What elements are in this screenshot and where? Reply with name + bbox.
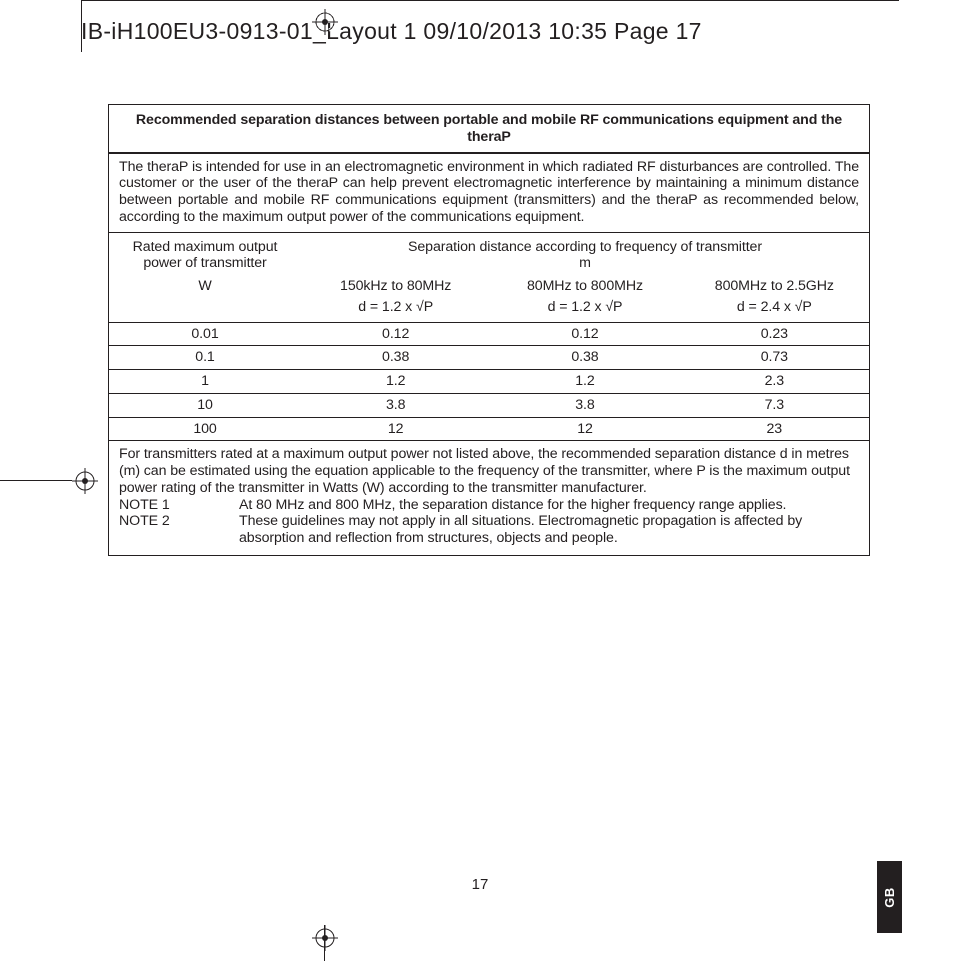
formula-row: d = 1.2 x √P d = 1.2 x √P d = 2.4 x √P [109,299,869,322]
col-header-power: Rated maximum output power of transmitte… [109,233,301,276]
col-header-separation: Separation distance according to frequen… [301,233,869,276]
cell-c3: 0.23 [680,323,869,346]
formula-c3: d = 2.4 x √P [680,299,869,322]
table-row: 1 1.2 1.2 2.3 [109,369,869,393]
cell-c2: 0.12 [490,323,679,346]
cell-w: 10 [109,394,301,417]
freq-c3: 800MHz to 2.5GHz [680,275,869,299]
table-row: 10 3.8 3.8 7.3 [109,393,869,417]
table-intro: The theraP is intended for use in an ele… [109,153,869,232]
formula-c1: d = 1.2 x √P [301,299,490,322]
footer-paragraph: For transmitters rated at a maximum outp… [119,446,859,496]
freq-c1: 150kHz to 80MHz [301,275,490,299]
cell-c1: 3.8 [301,394,490,417]
crop-line-left-ext [0,480,72,481]
unit-w: W [109,275,301,299]
table-row: 0.01 0.12 0.12 0.23 [109,322,869,346]
cell-c1: 12 [301,418,490,441]
table-footer: For transmitters rated at a maximum outp… [109,440,869,555]
freq-c2: 80MHz to 800MHz [490,275,679,299]
table-title: Recommended separation distances between… [109,105,869,153]
cell-c2: 1.2 [490,370,679,393]
cell-c1: 1.2 [301,370,490,393]
cell-w: 0.01 [109,323,301,346]
cell-c2: 0.38 [490,346,679,369]
cell-c2: 12 [490,418,679,441]
registration-mark-top [312,9,338,35]
merge-header-line2: m [579,255,591,271]
cell-w: 100 [109,418,301,441]
merge-header-line1: Separation distance according to frequen… [408,239,762,255]
registration-mark-left [72,468,98,494]
note2-label: NOTE 2 [119,513,239,547]
cell-c2: 3.8 [490,394,679,417]
cell-w: 0.1 [109,346,301,369]
print-slug: IB-iH100EU3-0913-01_Layout 1 09/10/2013 … [81,18,702,45]
table-header-row: Rated maximum output power of transmitte… [109,232,869,276]
cell-c1: 0.12 [301,323,490,346]
table-row: 0.1 0.38 0.38 0.73 [109,345,869,369]
cell-w: 1 [109,370,301,393]
cell-c3: 7.3 [680,394,869,417]
page-number: 17 [0,876,960,893]
cell-c3: 0.73 [680,346,869,369]
note1-label: NOTE 1 [119,497,239,514]
note1-text: At 80 MHz and 800 MHz, the separation di… [239,497,859,514]
note2-text: These guidelines may not apply in all si… [239,513,859,547]
language-tab: GB [877,861,902,933]
language-tab-label: GB [882,887,897,908]
crop-line-bottom-v [324,925,325,961]
cell-c3: 2.3 [680,370,869,393]
registration-mark-bottom [312,925,338,951]
col-header-line1: Rated maximum output [133,239,278,255]
crop-line-top [81,0,899,1]
cell-c3: 23 [680,418,869,441]
table-row: 100 12 12 23 [109,417,869,441]
cell-c1: 0.38 [301,346,490,369]
col-header-line2: power of transmitter [143,255,266,271]
formula-c2: d = 1.2 x √P [490,299,679,322]
frequency-row: W 150kHz to 80MHz 80MHz to 800MHz 800MHz… [109,275,869,299]
separation-distance-table: Recommended separation distances between… [108,104,870,556]
